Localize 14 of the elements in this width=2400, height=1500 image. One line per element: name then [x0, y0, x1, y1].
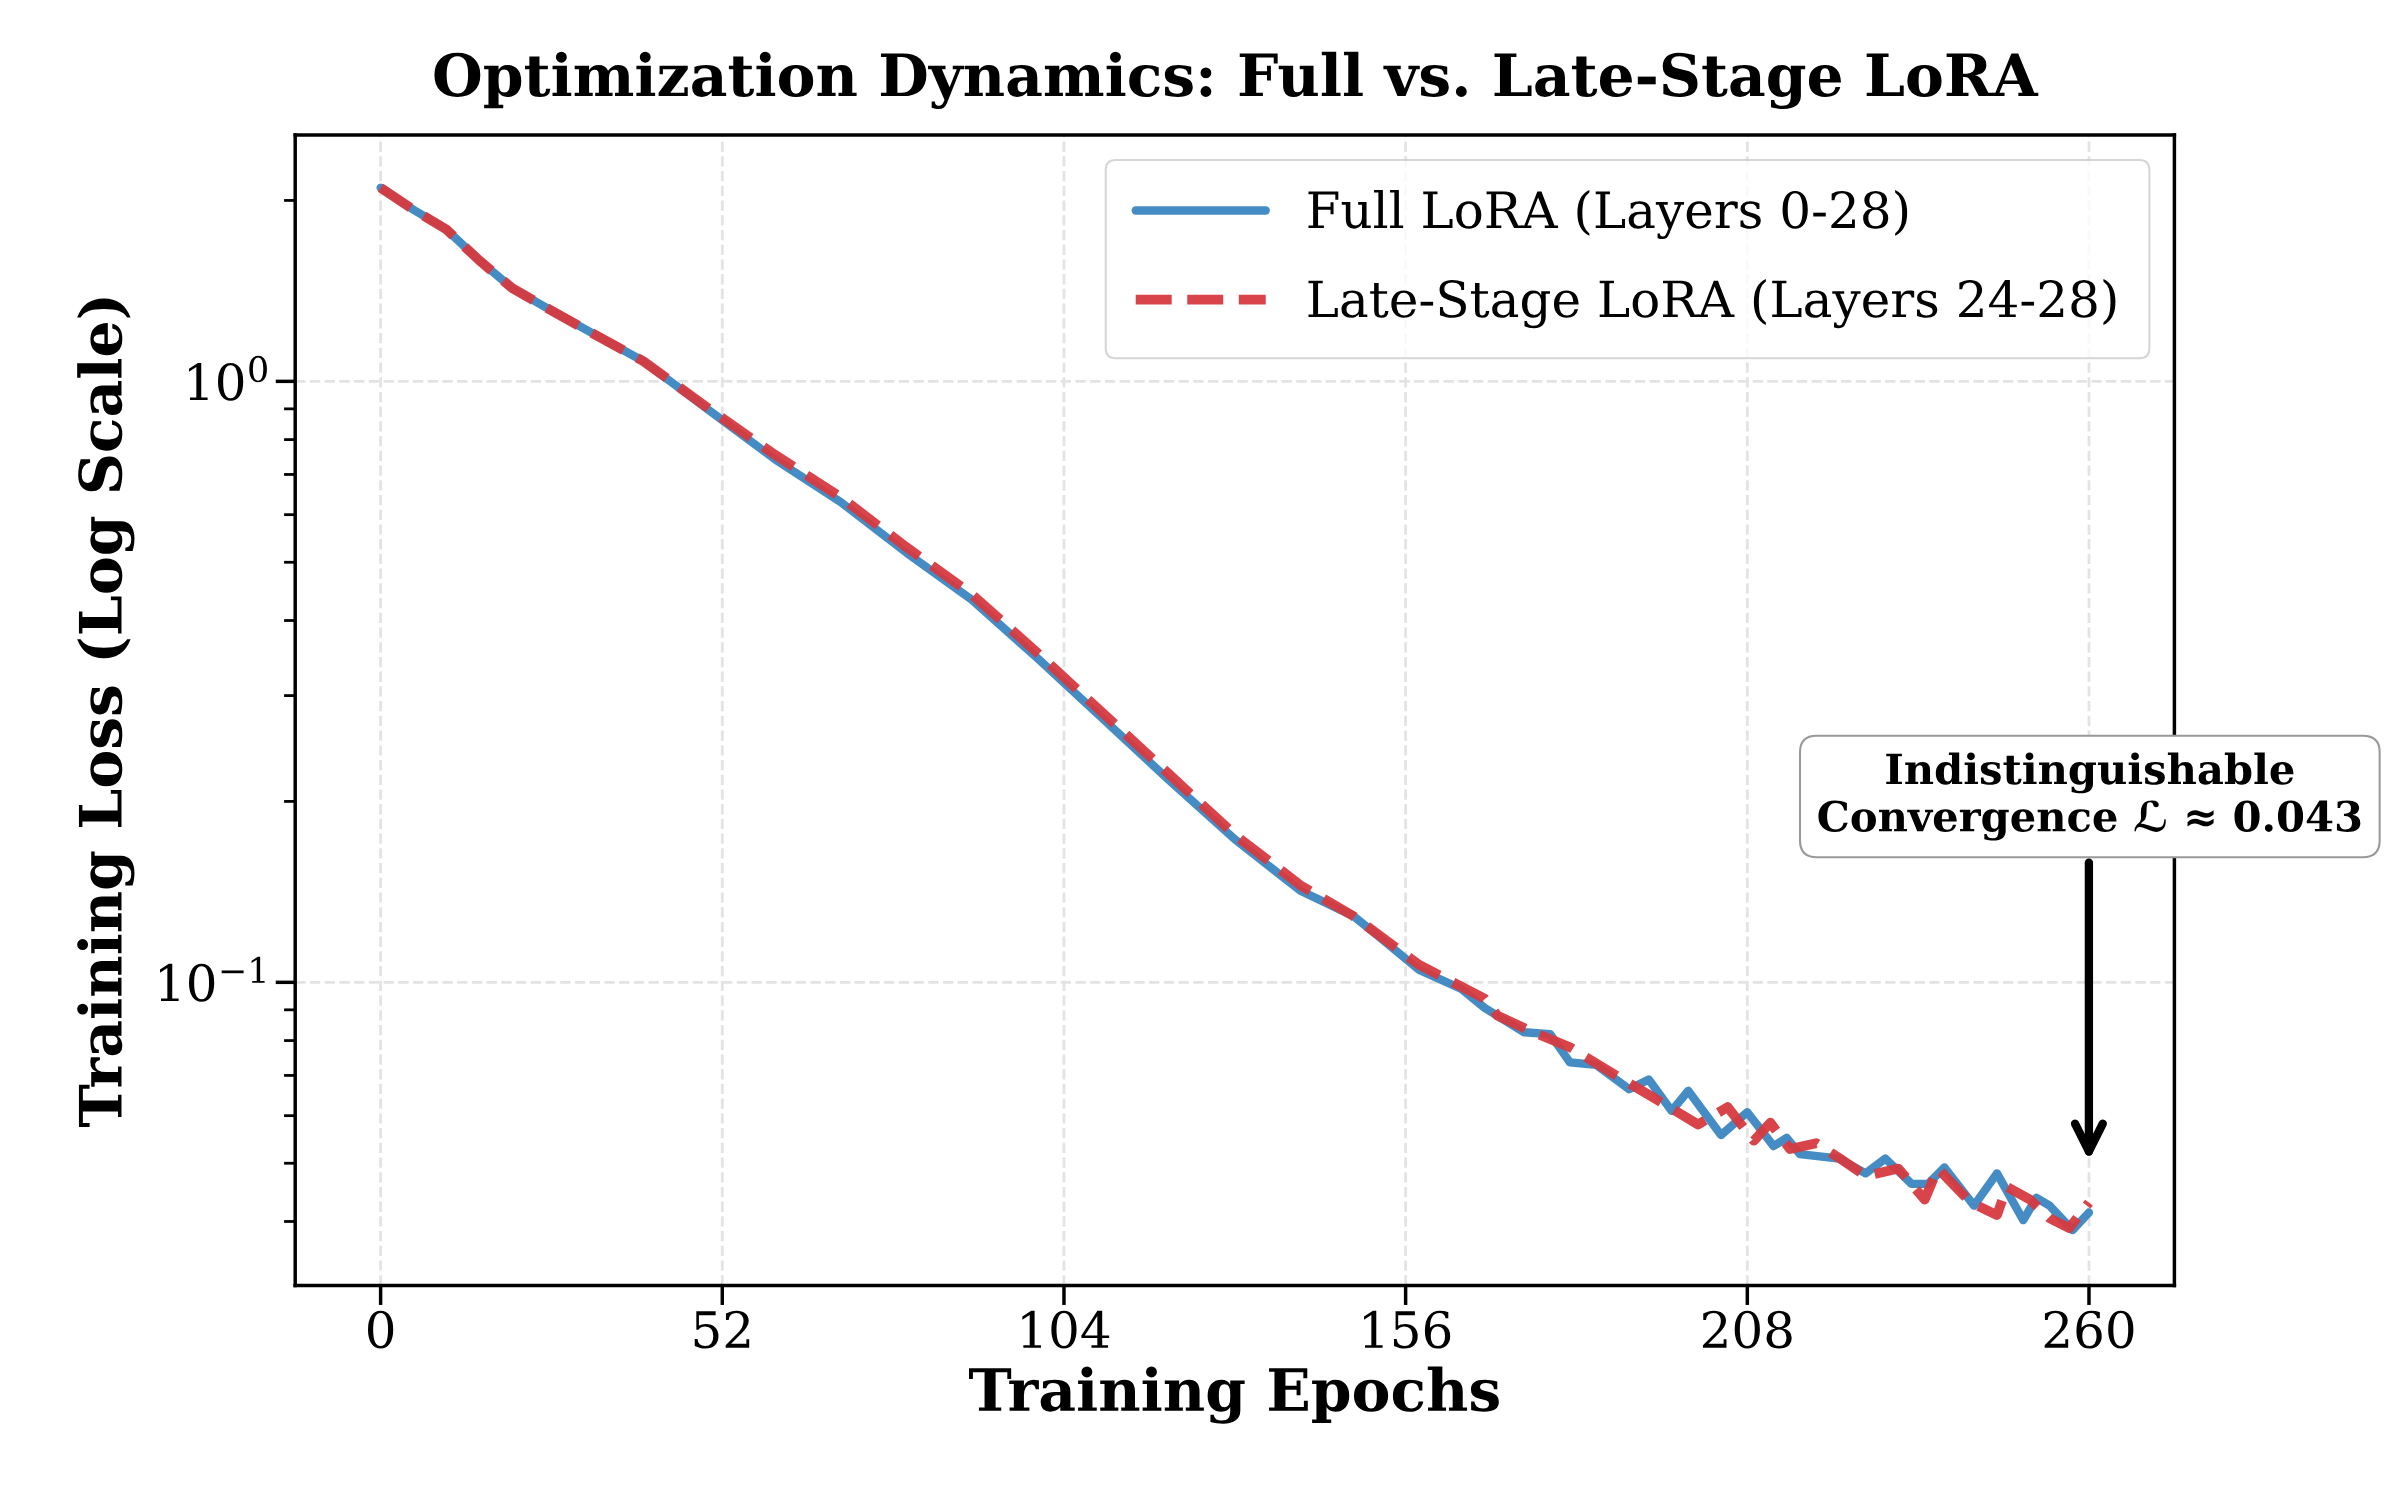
y-axis-title: Training Loss (Log Scale) [77, 298, 135, 1127]
chart-title: Optimization Dynamics: Full vs. Late-Stage LoRA [434, 51, 2039, 110]
legend-label: Late-Stage LoRA (Layers 24-28) [1308, 279, 2116, 329]
annotation: Indistinguishable Convergence ℒ ≈ 0.043 [1818, 752, 2361, 841]
x-tick-label: 156 [1364, 1310, 1451, 1349]
x-tick-label: 260 [2044, 1310, 2134, 1349]
y-tick-label: 10$^{0}$ [189, 355, 267, 401]
x-axis-title: Training Epochs [969, 1366, 1499, 1424]
y-tick-label: 10$^{−1}$ [160, 956, 265, 1002]
x-tick-label: 208 [1702, 1310, 1792, 1349]
legend-label: Full LoRA (Layers 0-28) [1308, 190, 1908, 240]
x-tick-label: 52 [694, 1310, 750, 1349]
x-tick-label: 104 [1022, 1310, 1110, 1349]
x-tick-label: 0 [368, 1310, 394, 1349]
